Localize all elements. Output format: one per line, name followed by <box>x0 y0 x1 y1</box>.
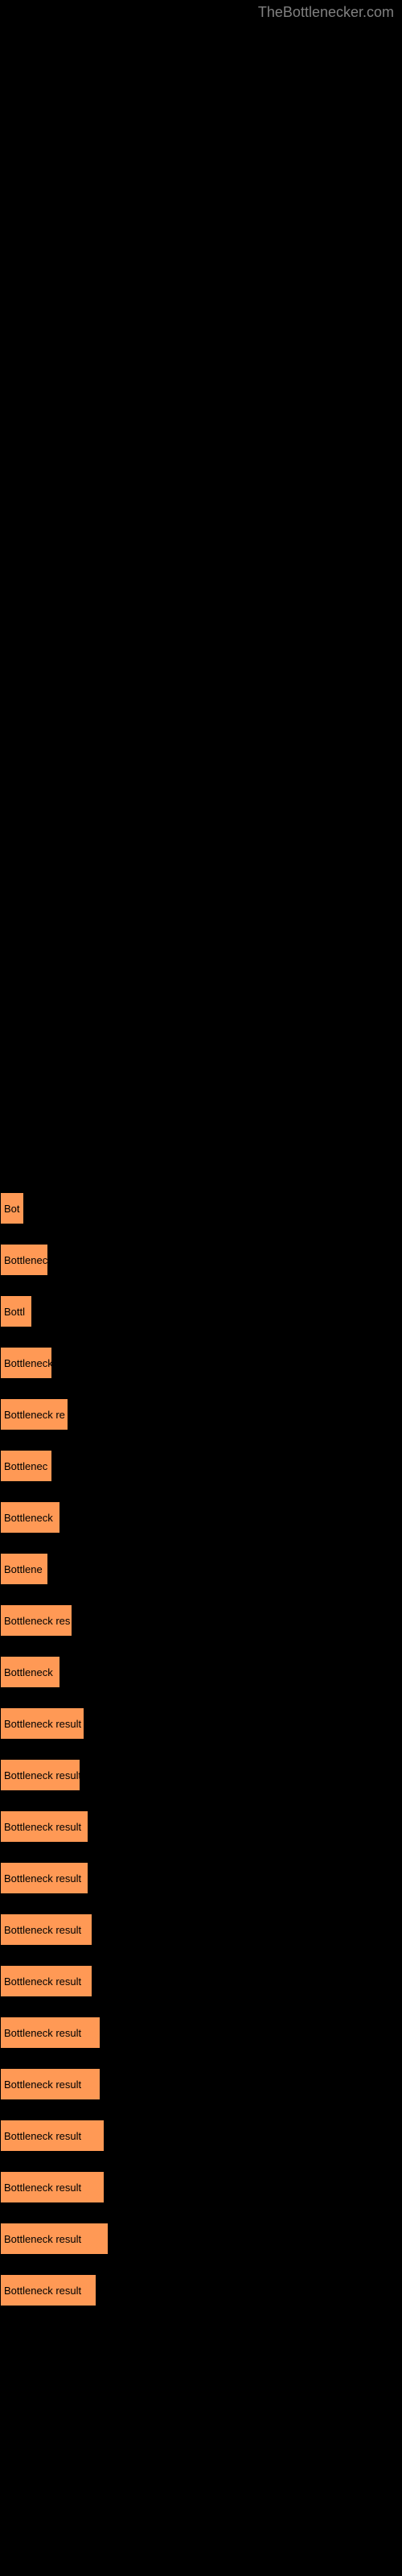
chart-bar: Bottleneck res <box>0 1604 72 1637</box>
bar-row: Bottlene <box>0 1553 402 1585</box>
chart-bar: Bottleneck result <box>0 2068 100 2100</box>
bar-row: Bottleneck result <box>0 1862 402 1894</box>
bar-row: Bottl <box>0 1295 402 1327</box>
bar-row: Bottleneck result <box>0 2274 402 2306</box>
bar-row: Bottlenec <box>0 1450 402 1482</box>
chart-bar: Bottlenec <box>0 1450 52 1482</box>
chart-bar: Bottleneck result <box>0 2223 109 2255</box>
chart-bar: Bottleneck result <box>0 1707 84 1740</box>
bar-row: Bottleneck result <box>0 1913 402 1946</box>
chart-bar: Bottleneck result <box>0 1810 88 1843</box>
bar-row: Bottleneck <box>0 1347 402 1379</box>
chart-bar: Bottleneck result <box>0 2171 105 2203</box>
chart-bar: Bot <box>0 1192 24 1224</box>
bar-row: Bottleneck res <box>0 1604 402 1637</box>
bar-row: Bottleneck result <box>0 2017 402 2049</box>
chart-bar: Bottleneck result <box>0 1862 88 1894</box>
bar-row: Bottleneck re <box>0 1398 402 1430</box>
chart-bar: Bottleneck result <box>0 2120 105 2152</box>
chart-bar: Bottleneck result <box>0 1965 92 1997</box>
bar-row: Bottleneck <box>0 1501 402 1534</box>
chart-bar: Bottleneck <box>0 1656 60 1688</box>
chart-bar: Bottlenec <box>0 1244 48 1276</box>
watermark-text: TheBottlenecker.com <box>0 0 402 25</box>
bar-row: Bot <box>0 1192 402 1224</box>
bar-row: Bottlenec <box>0 1244 402 1276</box>
bar-row: Bottleneck result <box>0 1707 402 1740</box>
chart-bar: Bottl <box>0 1295 32 1327</box>
chart-bar: Bottleneck re <box>0 1398 68 1430</box>
chart-bar: Bottleneck <box>0 1347 52 1379</box>
chart-bar: Bottleneck result <box>0 1759 80 1791</box>
chart-bar: Bottleneck result <box>0 2017 100 2049</box>
bar-row: Bottleneck result <box>0 1810 402 1843</box>
chart-bar: Bottlene <box>0 1553 48 1585</box>
bar-row: Bottleneck result <box>0 2120 402 2152</box>
bar-row: Bottleneck result <box>0 2223 402 2255</box>
bar-row: Bottleneck <box>0 1656 402 1688</box>
chart-bar: Bottleneck result <box>0 1913 92 1946</box>
bar-row: Bottleneck result <box>0 2171 402 2203</box>
bar-chart: Bot Bottlenec Bottl Bottleneck Bottleneck re… <box>0 1192 402 2306</box>
chart-spacer <box>0 25 402 1192</box>
chart-bar: Bottleneck result <box>0 2274 96 2306</box>
chart-bar: Bottleneck <box>0 1501 60 1534</box>
bar-row: Bottleneck result <box>0 2068 402 2100</box>
bar-row: Bottleneck result <box>0 1965 402 1997</box>
bar-row: Bottleneck result <box>0 1759 402 1791</box>
